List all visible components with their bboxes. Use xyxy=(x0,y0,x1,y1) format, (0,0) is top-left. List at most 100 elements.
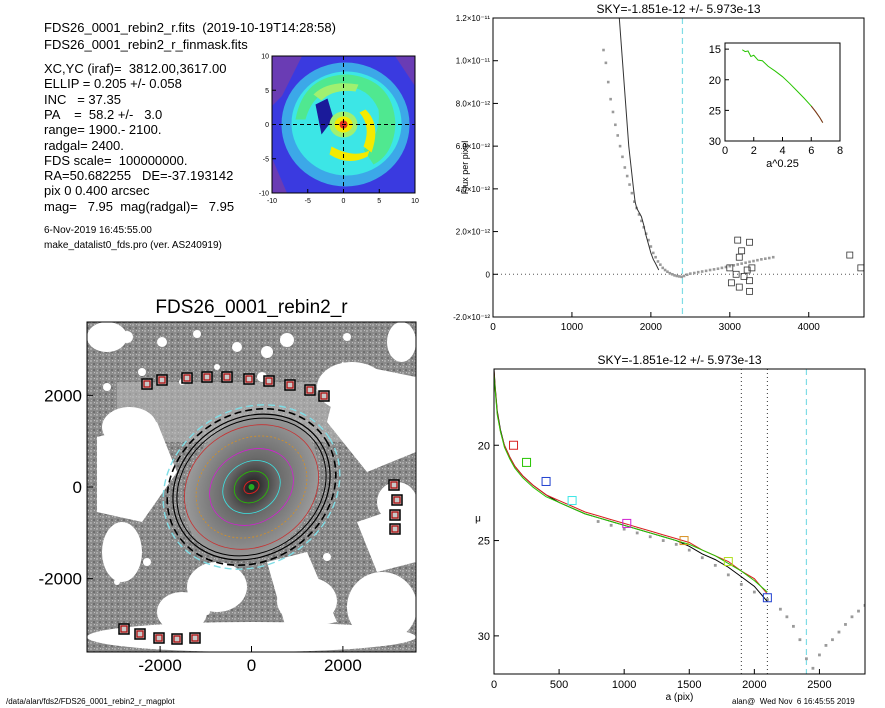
parameter-line: pix 0 0.400 arcsec xyxy=(44,183,150,199)
inset-ytick-label: 25 xyxy=(709,105,721,117)
mu-gray-point xyxy=(811,666,815,670)
inset-ytick-label: 15 xyxy=(709,44,721,56)
flux-gray-point xyxy=(611,110,615,114)
mu-marker xyxy=(622,518,632,528)
isophote-ellipse xyxy=(222,460,281,514)
mu-gray-point xyxy=(765,598,769,602)
flux-gray-point xyxy=(656,260,660,263)
mu-marker xyxy=(509,440,519,450)
mu-ytick-label: 20 xyxy=(478,440,490,452)
mu-gray-point xyxy=(752,590,756,594)
flux-gray-point xyxy=(752,259,755,263)
masked-star xyxy=(193,330,201,338)
flux-gray-point xyxy=(712,268,716,271)
star-marker-outer xyxy=(156,374,168,386)
flux-gray-point xyxy=(632,200,636,203)
map-ytick-label: 0 xyxy=(265,122,269,129)
mu-xtick-label: 0 xyxy=(491,679,497,691)
galaxy-image xyxy=(87,322,416,652)
inset-profile-tail xyxy=(810,105,824,123)
star-marker-outer xyxy=(284,379,296,391)
flux-square-point xyxy=(735,283,743,291)
flux-square-point xyxy=(732,270,740,278)
flux-gray-point xyxy=(767,256,771,260)
mu-plot-area xyxy=(494,369,865,674)
mu-ylabel: μ xyxy=(475,514,481,525)
star-marker-inner xyxy=(136,630,144,638)
star-marker-outer xyxy=(153,632,165,644)
flux-gray-point xyxy=(677,275,681,278)
flux-gray-point xyxy=(663,268,667,272)
mu-gray-point xyxy=(837,630,841,634)
flux-square-point xyxy=(726,264,734,272)
flux-gray-point xyxy=(623,166,627,169)
mu-gray-point xyxy=(785,615,789,619)
flux-ytick-label: 0 xyxy=(486,270,491,279)
flux-square-point xyxy=(738,247,746,255)
parameter-line: INC = 37.35 xyxy=(44,91,121,107)
isophote-ellipse xyxy=(176,417,327,557)
star-marker-inner xyxy=(155,634,163,642)
flux-gray-point xyxy=(668,271,672,275)
flux-gray-point xyxy=(673,274,676,277)
masked-star xyxy=(114,579,120,585)
flux-xtick-label: 3000 xyxy=(719,322,742,333)
masked-star xyxy=(382,417,392,427)
mu-xtick-label: 1000 xyxy=(612,679,636,691)
flux-square-point xyxy=(748,264,756,272)
masked-star xyxy=(214,364,220,370)
star-marker-inner xyxy=(203,373,211,381)
flux-gray-point xyxy=(609,97,612,101)
flux-gray-point xyxy=(700,270,704,273)
flux-gray-point xyxy=(621,155,624,159)
star-marker-inner xyxy=(143,380,151,388)
mu-gray-point xyxy=(863,603,865,607)
mask-region xyxy=(102,522,142,582)
flux-gray-point xyxy=(744,261,747,265)
isophote-ellipse xyxy=(195,435,308,539)
flux-gray-point xyxy=(736,263,740,266)
masked-star xyxy=(393,598,401,606)
flux-gray-point xyxy=(630,191,634,195)
star-marker-inner xyxy=(320,392,328,400)
masked-star xyxy=(204,609,210,615)
mu-gray-point xyxy=(805,657,808,661)
parameter-line: FDS scale= 100000000. xyxy=(44,152,188,168)
flux-gray-point xyxy=(651,251,655,255)
flux-square-point xyxy=(734,236,742,244)
flux-gray-point xyxy=(720,266,724,270)
flux-ytick-label: 1.0×10⁻¹¹ xyxy=(456,57,491,66)
mu-gray-point xyxy=(687,548,691,552)
isophote-ellipse xyxy=(243,479,260,495)
mu-series-line xyxy=(494,370,768,595)
flux-gray-point xyxy=(704,269,708,273)
masked-star xyxy=(143,558,151,566)
flux-gray-point xyxy=(748,260,751,264)
galaxy-ytick-label: -2000 xyxy=(39,570,82,589)
flux-xtick-label: 2000 xyxy=(640,322,663,333)
galaxy-center xyxy=(248,484,255,490)
mu-gray-point xyxy=(798,638,802,642)
map-ytick-label: -5 xyxy=(263,156,269,163)
mask-region xyxy=(187,562,247,612)
header-date: 6-Nov-2019 16:45:55.00 xyxy=(44,225,152,236)
mask-region xyxy=(357,502,416,572)
mu-series-line xyxy=(494,372,768,593)
flux-xtick-label: 0 xyxy=(490,322,496,333)
footer-path: /data/alan/fds2/FDS26_0001_rebin2_r_magp… xyxy=(6,697,175,706)
flux-gray-point xyxy=(680,275,683,279)
map-xtick-label: -5 xyxy=(305,198,311,205)
mu-gray-point xyxy=(609,523,613,527)
isophote-ellipse xyxy=(172,413,331,561)
flux-gray-point xyxy=(682,274,686,278)
parameter-line: ELLIP = 0.205 +/- 0.058 xyxy=(44,76,182,92)
mu-gray-point xyxy=(824,644,828,647)
map-corner-bl xyxy=(272,158,287,193)
masked-star xyxy=(103,383,111,391)
flux-gray-point xyxy=(649,245,653,248)
star-marker-inner xyxy=(286,381,294,389)
flux-gray-point xyxy=(628,183,631,186)
flux-ytick-label: 1.2×10⁻¹¹ xyxy=(456,14,491,23)
mu-series-line xyxy=(494,369,768,602)
